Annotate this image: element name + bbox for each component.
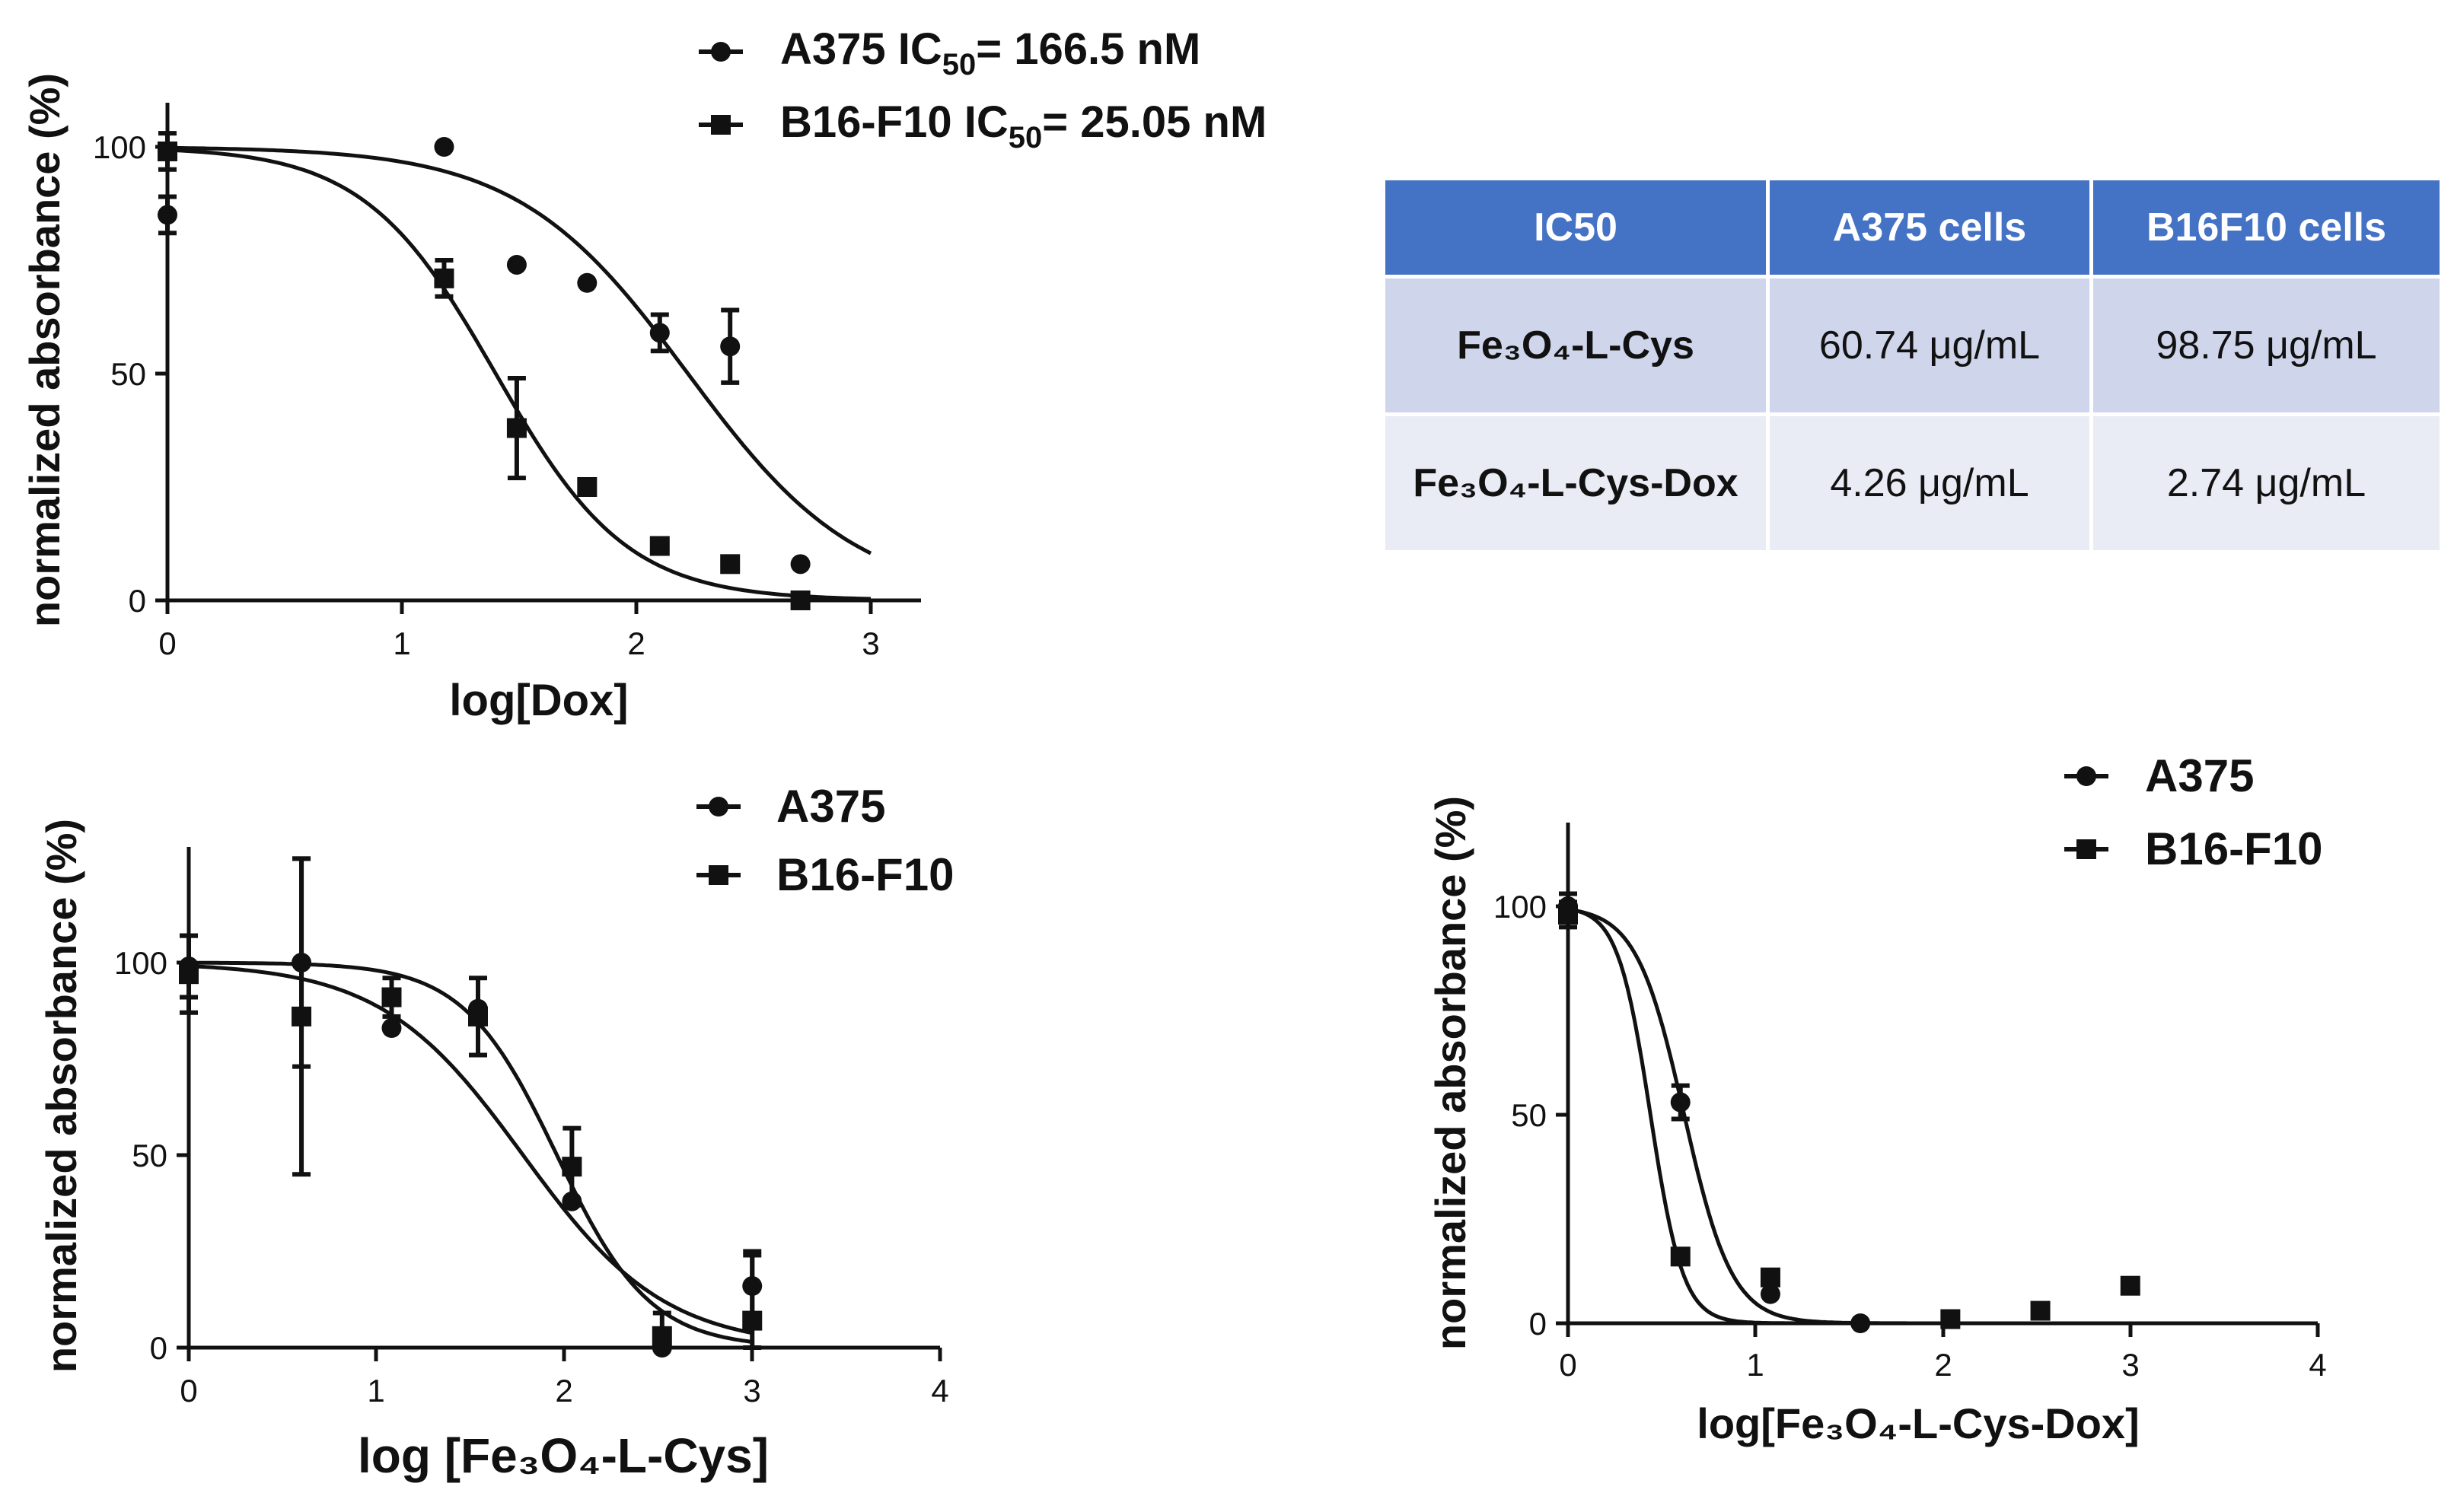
y-axis-label: normalized absorbance (%) — [1426, 796, 1474, 1350]
data-point-b16f10 — [577, 477, 598, 497]
y-tick-label: 50 — [110, 356, 146, 392]
data-point-a375 — [292, 953, 312, 972]
data-point-b16f10 — [720, 554, 741, 575]
data-point-b16f10 — [506, 418, 527, 438]
row-label: Fe₃O₄-L-Cys-Dox — [1382, 412, 1770, 554]
table-cell: 60.74 μg/mL — [1766, 275, 2093, 416]
x-tick-label: 1 — [393, 625, 410, 661]
legend-marker-b16f10 — [711, 115, 731, 135]
chart-fe3o4-l-cys: 100 50 0 0 1 2 3 4 log [Fe₃O₄-L-Cys] nor… — [37, 781, 954, 1483]
data-point-b16f10 — [467, 1006, 488, 1027]
legend-label-a375: A375 — [776, 781, 885, 832]
x-tick-label: 3 — [743, 1373, 760, 1409]
legend-label-a375: A375 IC50= 166.5 nM — [780, 24, 1200, 81]
table-cell: 4.26 μg/mL — [1766, 412, 2093, 554]
fit-curve-b16f10 — [167, 148, 872, 601]
data-point-b16f10 — [562, 1157, 582, 1177]
y-tick-label: 0 — [150, 1330, 167, 1366]
legend-marker-a375 — [709, 797, 728, 816]
legend-label-b16f10: B16-F10 IC50= 25.05 nM — [780, 97, 1267, 154]
legend: A375 B16-F10 — [2064, 750, 2322, 874]
table-cell: 2.74 μg/mL — [2089, 412, 2443, 554]
data-point-b16f10 — [652, 1326, 672, 1346]
x-axis-label: log[Dox] — [449, 676, 628, 725]
data-point-a375 — [790, 554, 811, 575]
table-cell: 98.75 μg/mL — [2089, 275, 2443, 416]
x-axis-label: log[Fe₃O₄-L-Cys-Dox] — [1697, 1399, 2139, 1447]
table-header: A375 cells — [1766, 177, 2093, 279]
fit-curve-a375 — [167, 145, 872, 555]
x-tick-label: 4 — [931, 1373, 948, 1409]
x-tick-label: 3 — [862, 625, 879, 661]
x-tick-label: 1 — [1746, 1347, 1764, 1383]
row-label: Fe₃O₄-L-Cys — [1382, 275, 1770, 416]
legend-marker-b16f10 — [2076, 839, 2096, 859]
fit-curve-a375 — [188, 964, 753, 1335]
data-point-a375 — [1670, 1092, 1691, 1113]
data-point-b16f10 — [434, 268, 454, 288]
data-point-a375 — [562, 1191, 582, 1211]
legend-marker-b16f10 — [709, 865, 728, 885]
table-header: B16F10 cells — [2089, 177, 2443, 279]
data-point-a375 — [720, 336, 741, 357]
x-tick-label: 1 — [367, 1373, 384, 1409]
x-tick-label: 4 — [2309, 1347, 2326, 1383]
table-header: IC50 — [1382, 177, 1770, 279]
data-point-b16f10 — [292, 1006, 312, 1027]
y-tick-label: 50 — [132, 1138, 167, 1173]
data-point-b16f10 — [1760, 1267, 1780, 1288]
data-point-a375 — [742, 1276, 763, 1297]
y-tick-label: 100 — [1493, 889, 1547, 925]
data-point-b16f10 — [2030, 1300, 2051, 1321]
x-tick-label: 0 — [158, 625, 176, 661]
x-tick-label: 0 — [180, 1373, 197, 1409]
y-tick-label: 100 — [114, 945, 167, 981]
legend-marker-a375 — [711, 42, 731, 62]
y-tick-label: 50 — [1511, 1097, 1547, 1133]
data-point-a375 — [649, 323, 670, 343]
data-point-a375 — [577, 272, 598, 293]
data-point-a375 — [506, 254, 527, 275]
y-tick-label: 0 — [1529, 1306, 1547, 1342]
y-axis-label: normalized absorbance (%) — [37, 819, 85, 1373]
data-point-b16f10 — [1670, 1246, 1691, 1267]
table-row: Fe₃O₄-L-Cys 60.74 μg/mL 98.75 μg/mL — [1382, 275, 2443, 416]
ic50-table: IC50 A375 cells B16F10 cells Fe₃O₄-L-Cys… — [1382, 177, 2443, 554]
y-tick-label: 100 — [93, 129, 146, 165]
data-point-b16f10 — [381, 987, 402, 1007]
x-tick-label: 2 — [555, 1373, 572, 1409]
legend: A375 B16-F10 — [696, 781, 954, 900]
data-point-b16f10 — [649, 536, 670, 556]
table-header-row: IC50 A375 cells B16F10 cells — [1382, 177, 2443, 279]
data-point-a375 — [434, 137, 454, 157]
chart-dox: 100 50 0 0 1 2 3 log[Dox] normalized abs… — [21, 24, 1267, 725]
data-point-a375 — [381, 1018, 402, 1039]
data-point-a375 — [1760, 1284, 1780, 1304]
chart-fe3o4-l-cys-dox: 100 50 0 0 1 2 3 4 log[Fe₃O₄-L-Cys-Dox] … — [1426, 750, 2327, 1447]
legend-marker-a375 — [2076, 766, 2096, 786]
fit-curve-b16f10 — [1567, 906, 2131, 1326]
data-point-b16f10 — [742, 1310, 763, 1331]
x-tick-label: 3 — [2121, 1347, 2139, 1383]
y-axis-label: normalized absorbance (%) — [21, 73, 69, 627]
data-point-b16f10 — [2120, 1275, 2140, 1296]
x-tick-label: 0 — [1559, 1347, 1576, 1383]
x-tick-label: 2 — [1934, 1347, 1952, 1383]
legend-label-b16f10: B16-F10 — [2145, 823, 2322, 874]
y-tick-label: 0 — [129, 583, 146, 619]
legend: A375 IC50= 166.5 nM B16-F10 IC50= 25.05 … — [699, 24, 1267, 154]
x-tick-label: 2 — [627, 625, 645, 661]
legend-label-b16f10: B16-F10 — [776, 849, 954, 900]
x-axis-label: log [Fe₃O₄-L-Cys] — [358, 1428, 769, 1483]
legend-label-a375: A375 — [2145, 750, 2254, 801]
table-row: Fe₃O₄-L-Cys-Dox 4.26 μg/mL 2.74 μg/mL — [1382, 412, 2443, 554]
